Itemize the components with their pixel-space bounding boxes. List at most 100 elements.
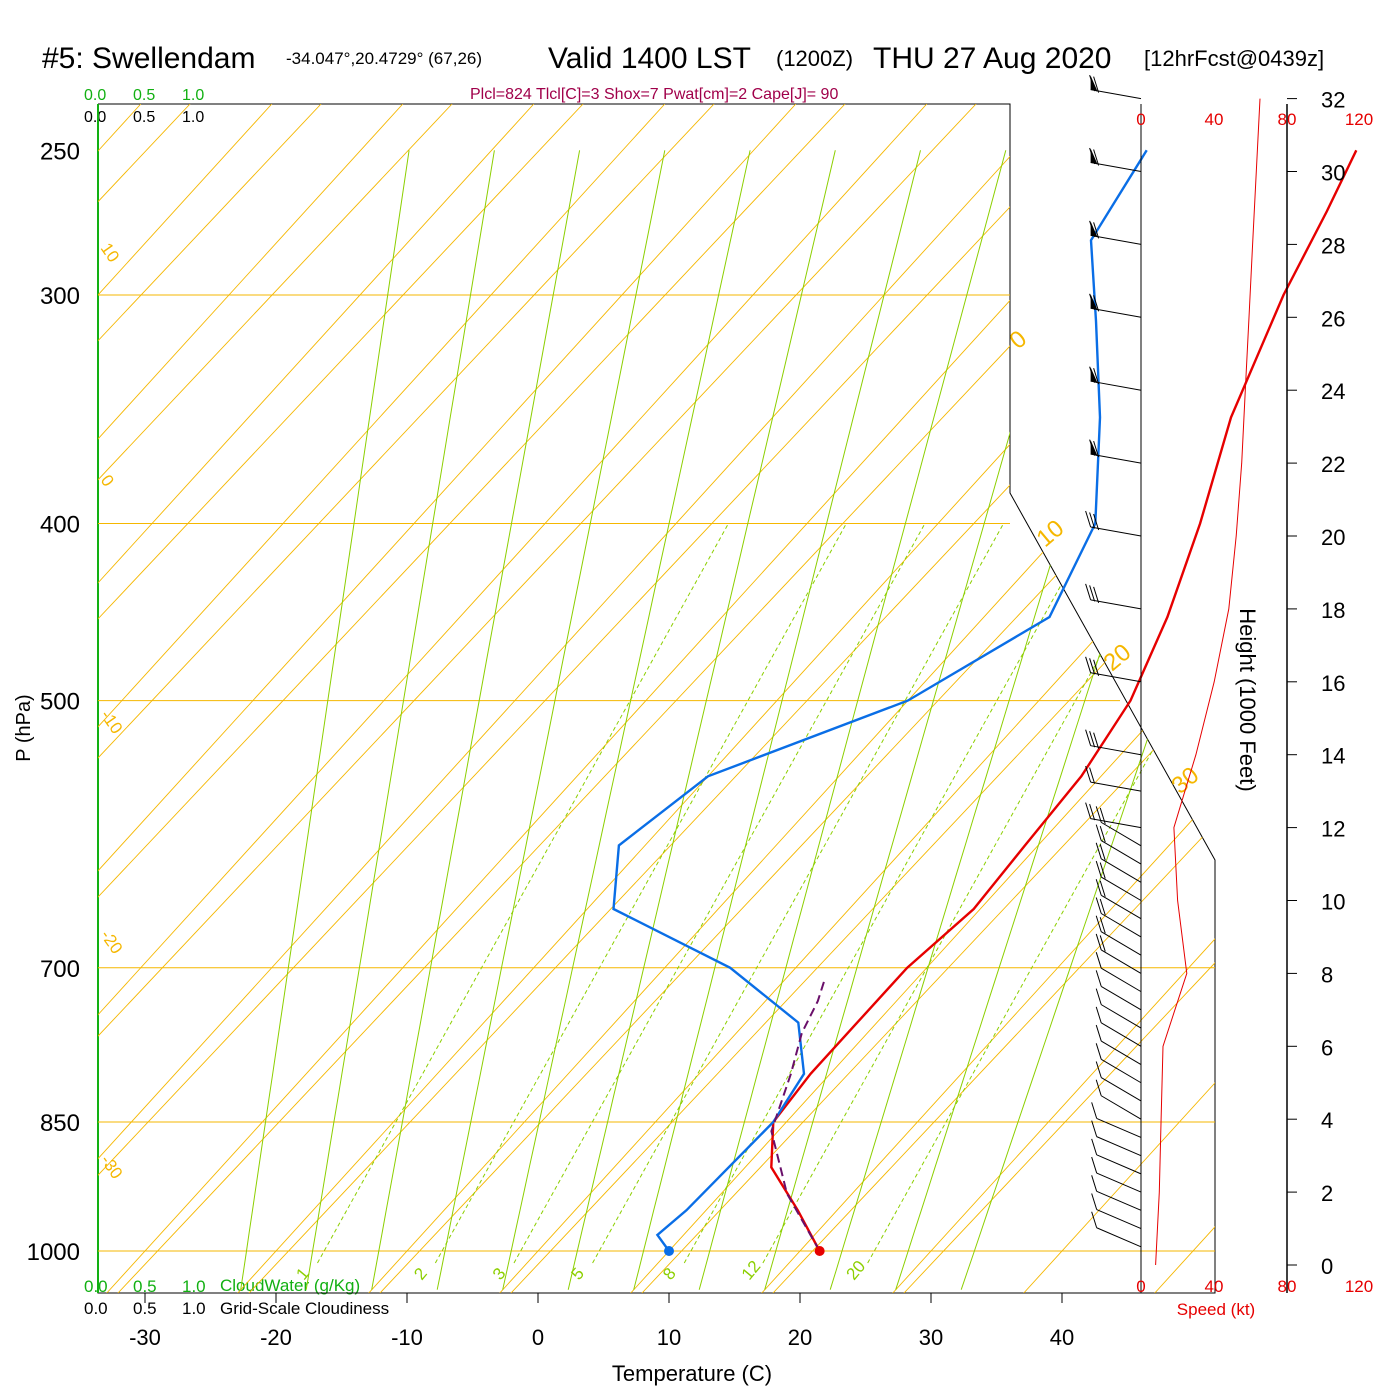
wind-barb-feather <box>1093 295 1100 312</box>
height-tick-label-2: 2 <box>1321 1181 1333 1206</box>
pressure-tick-700: 700 <box>40 956 80 983</box>
wind-barb-33 <box>1089 147 1142 172</box>
forecast-info: [12hrFcst@0439z] <box>1144 46 1324 71</box>
wind-barb-feather <box>1099 898 1106 916</box>
height-tick-label-20: 20 <box>1321 525 1345 550</box>
height-tick-label-24: 24 <box>1321 379 1345 404</box>
wind-barb-feather <box>1089 220 1096 238</box>
wind-barb-feather <box>1095 842 1102 859</box>
cloudiness-scale-bottom-0: 0.0 <box>84 1299 108 1318</box>
pressure-tick-500: 500 <box>40 689 80 716</box>
wind-barb-feather <box>1091 1211 1098 1228</box>
wind-barb-feather <box>1095 806 1102 823</box>
wind-barb-32 <box>1089 220 1142 245</box>
isotherm-30 <box>892 104 1215 1293</box>
speed-tick-bottom-2: 80 <box>1278 1277 1297 1296</box>
wind-barb-19 <box>1095 860 1142 901</box>
surface-temperature-dot <box>814 1246 825 1256</box>
wind-barb-25 <box>1085 729 1142 756</box>
wind-barb-feather <box>1089 147 1096 165</box>
wind-barb-23 <box>1085 802 1142 829</box>
wind-barb-feather <box>1099 880 1106 897</box>
wind-barb-feather <box>1091 1156 1098 1174</box>
wind-barb-staff <box>1100 1022 1142 1047</box>
wind-barb-pennant <box>1090 440 1098 457</box>
wind-barb-staff <box>1100 1095 1142 1120</box>
mixing-ratio-line-5 <box>762 523 1175 1264</box>
temp-tick-label-40: 40 <box>1050 1325 1074 1350</box>
wind-barb-staff <box>1100 967 1142 993</box>
wind-barb-26 <box>1085 656 1142 683</box>
pressure-tick-300: 300 <box>40 283 80 310</box>
height-tick-label-8: 8 <box>1321 962 1333 987</box>
isotherm-label-left-4: -30 <box>97 1151 127 1182</box>
wind-barb-15 <box>1095 933 1142 974</box>
mixing-ratio-line-4 <box>683 523 1096 1264</box>
isotherm--70 <box>98 104 666 1293</box>
dry-adiabat--50 <box>98 104 584 1293</box>
speed-axis-title: Speed (kt) <box>1177 1300 1255 1319</box>
mixing-ratio-label-1: 2 <box>410 1264 431 1283</box>
temp-tick-label-20: 20 <box>788 1325 812 1350</box>
wind-barb-feather <box>1085 729 1092 746</box>
pressure-tick-250: 250 <box>40 138 80 165</box>
wind-barb-12 <box>1095 988 1142 1029</box>
wind-barb-feather <box>1089 74 1096 92</box>
moist-adiabat--5 <box>436 150 666 1290</box>
wind-barb-feather <box>1089 658 1096 675</box>
isotherm-label-right-1: 10 <box>1032 515 1070 553</box>
wind-barb-20 <box>1095 842 1142 883</box>
wind-barb-31 <box>1089 293 1142 318</box>
wind-barb-feather <box>1095 970 1102 987</box>
wind-barb-staff <box>1100 985 1142 1011</box>
mixing-ratio-line-3 <box>592 523 1004 1264</box>
speed-tick-bottom-0: 0 <box>1136 1277 1145 1296</box>
wind-barb-pennant <box>1090 148 1098 165</box>
wind-speed-profile <box>1155 98 1261 1266</box>
height-tick-label-16: 16 <box>1321 671 1345 696</box>
wind-barb-feather <box>1099 862 1106 879</box>
mixing-ratio-line-1 <box>434 523 847 1264</box>
wind-barb-feather <box>1089 439 1096 456</box>
moist-adiabat-20 <box>764 150 1092 1290</box>
pressure-axis-title: P (hPa) <box>13 694 35 761</box>
isotherm-60 <box>1286 104 1400 1293</box>
isotherm--30 <box>106 104 1190 1293</box>
wind-barb-feather <box>1099 825 1106 843</box>
mixing-ratio-line-6 <box>867 523 1215 1264</box>
dry-adiabat--20 <box>98 104 977 1293</box>
wind-barb-4 <box>1091 1138 1142 1175</box>
height-tick-label-14: 14 <box>1321 744 1345 769</box>
wind-barb-feather <box>1089 293 1096 310</box>
dry-adiabat-50 <box>772 104 1215 1293</box>
wind-barb-feather <box>1089 366 1096 383</box>
wind-barb-feather <box>1095 897 1102 914</box>
wind-barb-14 <box>1095 952 1142 993</box>
height-tick-label-28: 28 <box>1321 233 1345 258</box>
height-tick-label-22: 22 <box>1321 452 1345 477</box>
wind-barb-feather <box>1095 860 1102 878</box>
stability-indices: Plcl=824 Tlcl[C]=3 Shox=7 Pwat[cm]=2 Cap… <box>470 86 838 103</box>
isotherm-label-left-0: 10 <box>97 239 123 265</box>
isotherm-label-left-3: -20 <box>97 926 127 957</box>
wind-barb-pennant <box>1090 294 1098 311</box>
curve-parcel <box>770 978 826 1252</box>
wind-barb-16 <box>1095 915 1142 956</box>
wind-barb-feather <box>1095 1043 1102 1060</box>
dry-adiabat--60 <box>98 104 453 1293</box>
wind-barb-6 <box>1091 1102 1142 1138</box>
wind-barb-staff <box>1100 1058 1142 1084</box>
moist-adiabat-30 <box>895 150 1215 1290</box>
mixing-ratio-label-6: 20 <box>843 1257 870 1284</box>
wind-barb-feather <box>1085 656 1092 673</box>
wind-barb-7 <box>1095 1079 1142 1120</box>
moist-adiabat-0 <box>502 150 751 1290</box>
wind-barb-feather <box>1085 510 1092 528</box>
height-tick-label-0: 0 <box>1321 1254 1333 1279</box>
wind-barb-staff <box>1100 858 1142 883</box>
wind-barb-30 <box>1089 366 1142 391</box>
wind-barb-staff <box>1090 453 1142 464</box>
isotherm-50 <box>1154 104 1215 1293</box>
wind-barb-feather <box>1099 844 1106 861</box>
